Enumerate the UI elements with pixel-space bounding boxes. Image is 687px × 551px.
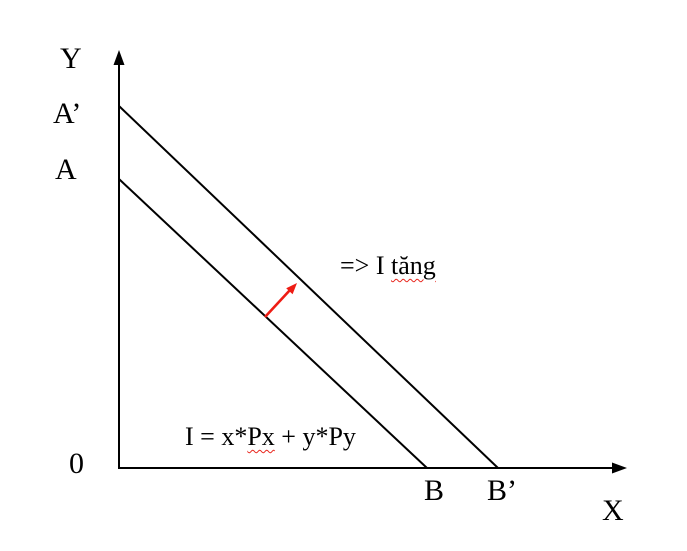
y-axis-label: Y	[60, 42, 82, 75]
shift-arrow-line	[264, 289, 291, 318]
budget-equation: I = x*Px + y*Py	[185, 424, 356, 450]
origin-label: 0	[69, 447, 84, 480]
income-increase-note-prefix: => I	[340, 251, 391, 280]
y-axis-arrowhead-icon	[113, 50, 125, 65]
income-increase-note: => I tăng	[340, 253, 436, 279]
point-label-a: A	[55, 153, 77, 186]
point-label-a-prime: A’	[53, 97, 82, 130]
x-axis-arrowhead-icon	[612, 462, 627, 474]
point-label-b-prime: B’	[487, 474, 517, 507]
initial-budget-line	[118, 178, 428, 469]
shift-arrow-head-icon	[286, 283, 297, 295]
budget-equation-prefix: I = x*	[185, 422, 248, 451]
point-label-b: B	[424, 474, 445, 507]
budget-equation-px: Px	[247, 422, 275, 451]
income-increase-note-word: tăng	[390, 251, 436, 280]
budget-equation-suffix: + y*Py	[274, 422, 356, 451]
new-budget-line	[118, 105, 499, 469]
x-axis-label: X	[602, 494, 624, 527]
